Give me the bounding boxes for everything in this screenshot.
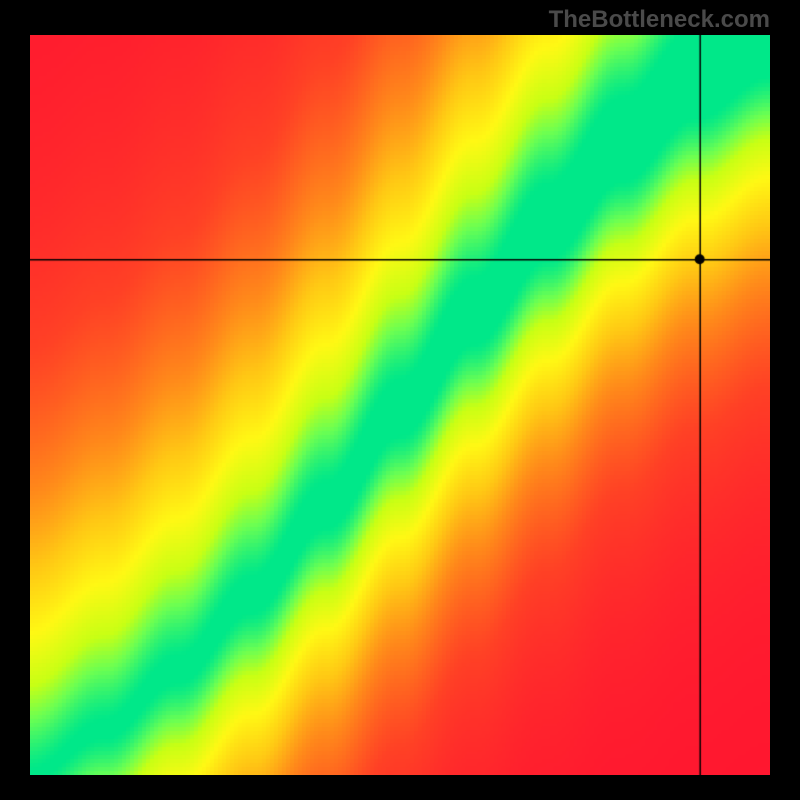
bottleneck-heatmap-canvas	[30, 35, 770, 775]
chart-container: TheBottleneck.com	[0, 0, 800, 800]
watermark-text: TheBottleneck.com	[549, 6, 770, 34]
